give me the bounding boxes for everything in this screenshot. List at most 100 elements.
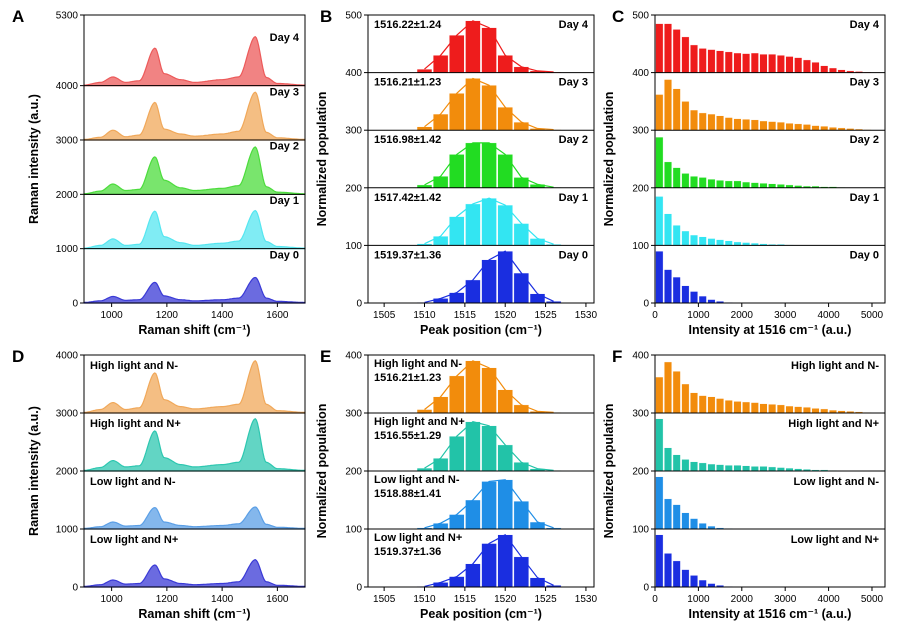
histogram-bar — [681, 459, 690, 472]
series-4: Day 4 — [655, 19, 880, 73]
histogram-bar — [776, 121, 785, 131]
x-tick-label: 1530 — [575, 594, 598, 605]
y-tick-label: 1000 — [56, 525, 79, 536]
histogram-bar — [672, 371, 681, 414]
histogram-bar — [690, 176, 698, 188]
histogram-bar — [759, 403, 768, 414]
histogram-bar — [785, 123, 794, 131]
peak-stat-label: 1519.37±1.36 — [374, 546, 441, 558]
histogram-bar — [416, 126, 433, 131]
series-1: Day 1 — [83, 195, 306, 250]
histogram-bar — [733, 241, 742, 246]
y-tick-label: 500 — [345, 11, 362, 22]
histogram-bar — [698, 48, 707, 73]
histogram-bar — [742, 53, 751, 73]
y-tick-label: 4000 — [56, 81, 79, 92]
series-3: Day 3 1516.21±1.23 — [374, 77, 588, 131]
histogram-bar — [432, 458, 449, 472]
histogram-bar — [707, 178, 716, 189]
peak-stat-label: 1516.21±1.23 — [374, 372, 441, 384]
panel-letter: E — [320, 347, 331, 366]
histogram-bar — [707, 113, 716, 131]
y-tick-label: 100 — [345, 241, 362, 252]
histogram-bar — [672, 504, 681, 530]
gaussian-fit-line — [424, 360, 554, 413]
x-tick-label: 1525 — [534, 594, 557, 605]
series-1: Low light and N- — [655, 476, 879, 530]
series-label: Day 0 — [270, 249, 299, 261]
histogram-bar — [802, 59, 811, 73]
histogram-bar — [811, 125, 820, 131]
histogram-bar — [497, 55, 513, 73]
gaussian-fit-line — [424, 77, 554, 131]
histogram-bar — [742, 401, 751, 414]
peak-stat-label: 1518.88±1.41 — [374, 488, 441, 500]
x-tick-label: 1505 — [373, 310, 396, 321]
histogram-bar — [672, 276, 681, 304]
histogram-bar — [513, 223, 530, 246]
histogram-bar — [750, 466, 759, 472]
x-tick-label: 1505 — [373, 594, 396, 605]
series-3: High light and N- 1516.21±1.23 — [374, 358, 562, 414]
spectrum-area — [83, 506, 306, 530]
series-label: Day 1 — [270, 195, 299, 207]
gaussian-fit-line — [424, 250, 554, 303]
spectrum-area — [83, 209, 306, 250]
x-tick-label: 0 — [652, 310, 658, 321]
peak-stat-label: 1517.42±1.42 — [374, 192, 441, 204]
histogram-bar — [664, 447, 672, 472]
spectrum-area — [83, 91, 306, 141]
histogram-bar — [750, 182, 759, 188]
histogram-bar — [513, 556, 530, 588]
gaussian-fit-line — [424, 20, 554, 73]
gaussian-fit-line — [424, 421, 554, 471]
series-label: Day 1 — [850, 192, 879, 204]
x-tick-label: 4000 — [817, 310, 840, 321]
histogram-bar — [768, 121, 777, 131]
x-tick-label: 2000 — [731, 310, 754, 321]
histogram-bar — [672, 560, 681, 588]
histogram-bar — [820, 408, 829, 414]
series-label: Day 0 — [850, 249, 879, 261]
histogram-bar — [672, 167, 681, 188]
histogram-bar — [432, 55, 449, 73]
histogram-bar — [733, 118, 742, 131]
x-tick-label: 4000 — [817, 594, 840, 605]
y-tick-label: 400 — [632, 68, 649, 79]
y-tick-label: 4000 — [56, 351, 79, 362]
y-tick-label: 300 — [345, 409, 362, 420]
histogram-bar — [690, 392, 698, 414]
histogram-bar — [655, 136, 664, 188]
panel-d: D 0 1000 2000 3000 4000 1000 1200 1400 1600 Raman … — [12, 347, 306, 621]
histogram-bar — [449, 93, 465, 131]
histogram-bar — [768, 466, 777, 472]
x-axis-title: Raman shift (cm⁻¹) — [138, 607, 250, 621]
histogram-bar — [432, 582, 449, 588]
histogram-bar — [776, 55, 785, 73]
histogram-bar — [707, 49, 716, 73]
series-label: Low light and N- — [90, 476, 176, 488]
histogram-bar — [513, 121, 530, 131]
y-tick-label: 0 — [72, 583, 78, 594]
y-tick-label: 300 — [632, 126, 649, 137]
histogram-bar — [690, 291, 698, 304]
y-tick-label: 0 — [72, 299, 78, 310]
histogram-bar — [529, 238, 546, 246]
spectrum-area — [83, 146, 306, 195]
x-tick-label: 2000 — [731, 594, 754, 605]
y-tick-label: 100 — [632, 241, 649, 252]
x-tick-label: 5000 — [861, 594, 884, 605]
histogram-bar — [449, 375, 465, 414]
histogram-bar — [481, 27, 497, 73]
y-tick-label: 0 — [643, 299, 649, 310]
histogram-bar — [759, 53, 768, 73]
series-label: Day 3 — [270, 86, 299, 98]
x-tick-label: 1600 — [266, 594, 289, 605]
histogram-bar — [724, 51, 733, 73]
histogram-bar — [655, 376, 664, 414]
histogram-bar — [690, 575, 698, 588]
spectrum-area — [83, 276, 306, 304]
